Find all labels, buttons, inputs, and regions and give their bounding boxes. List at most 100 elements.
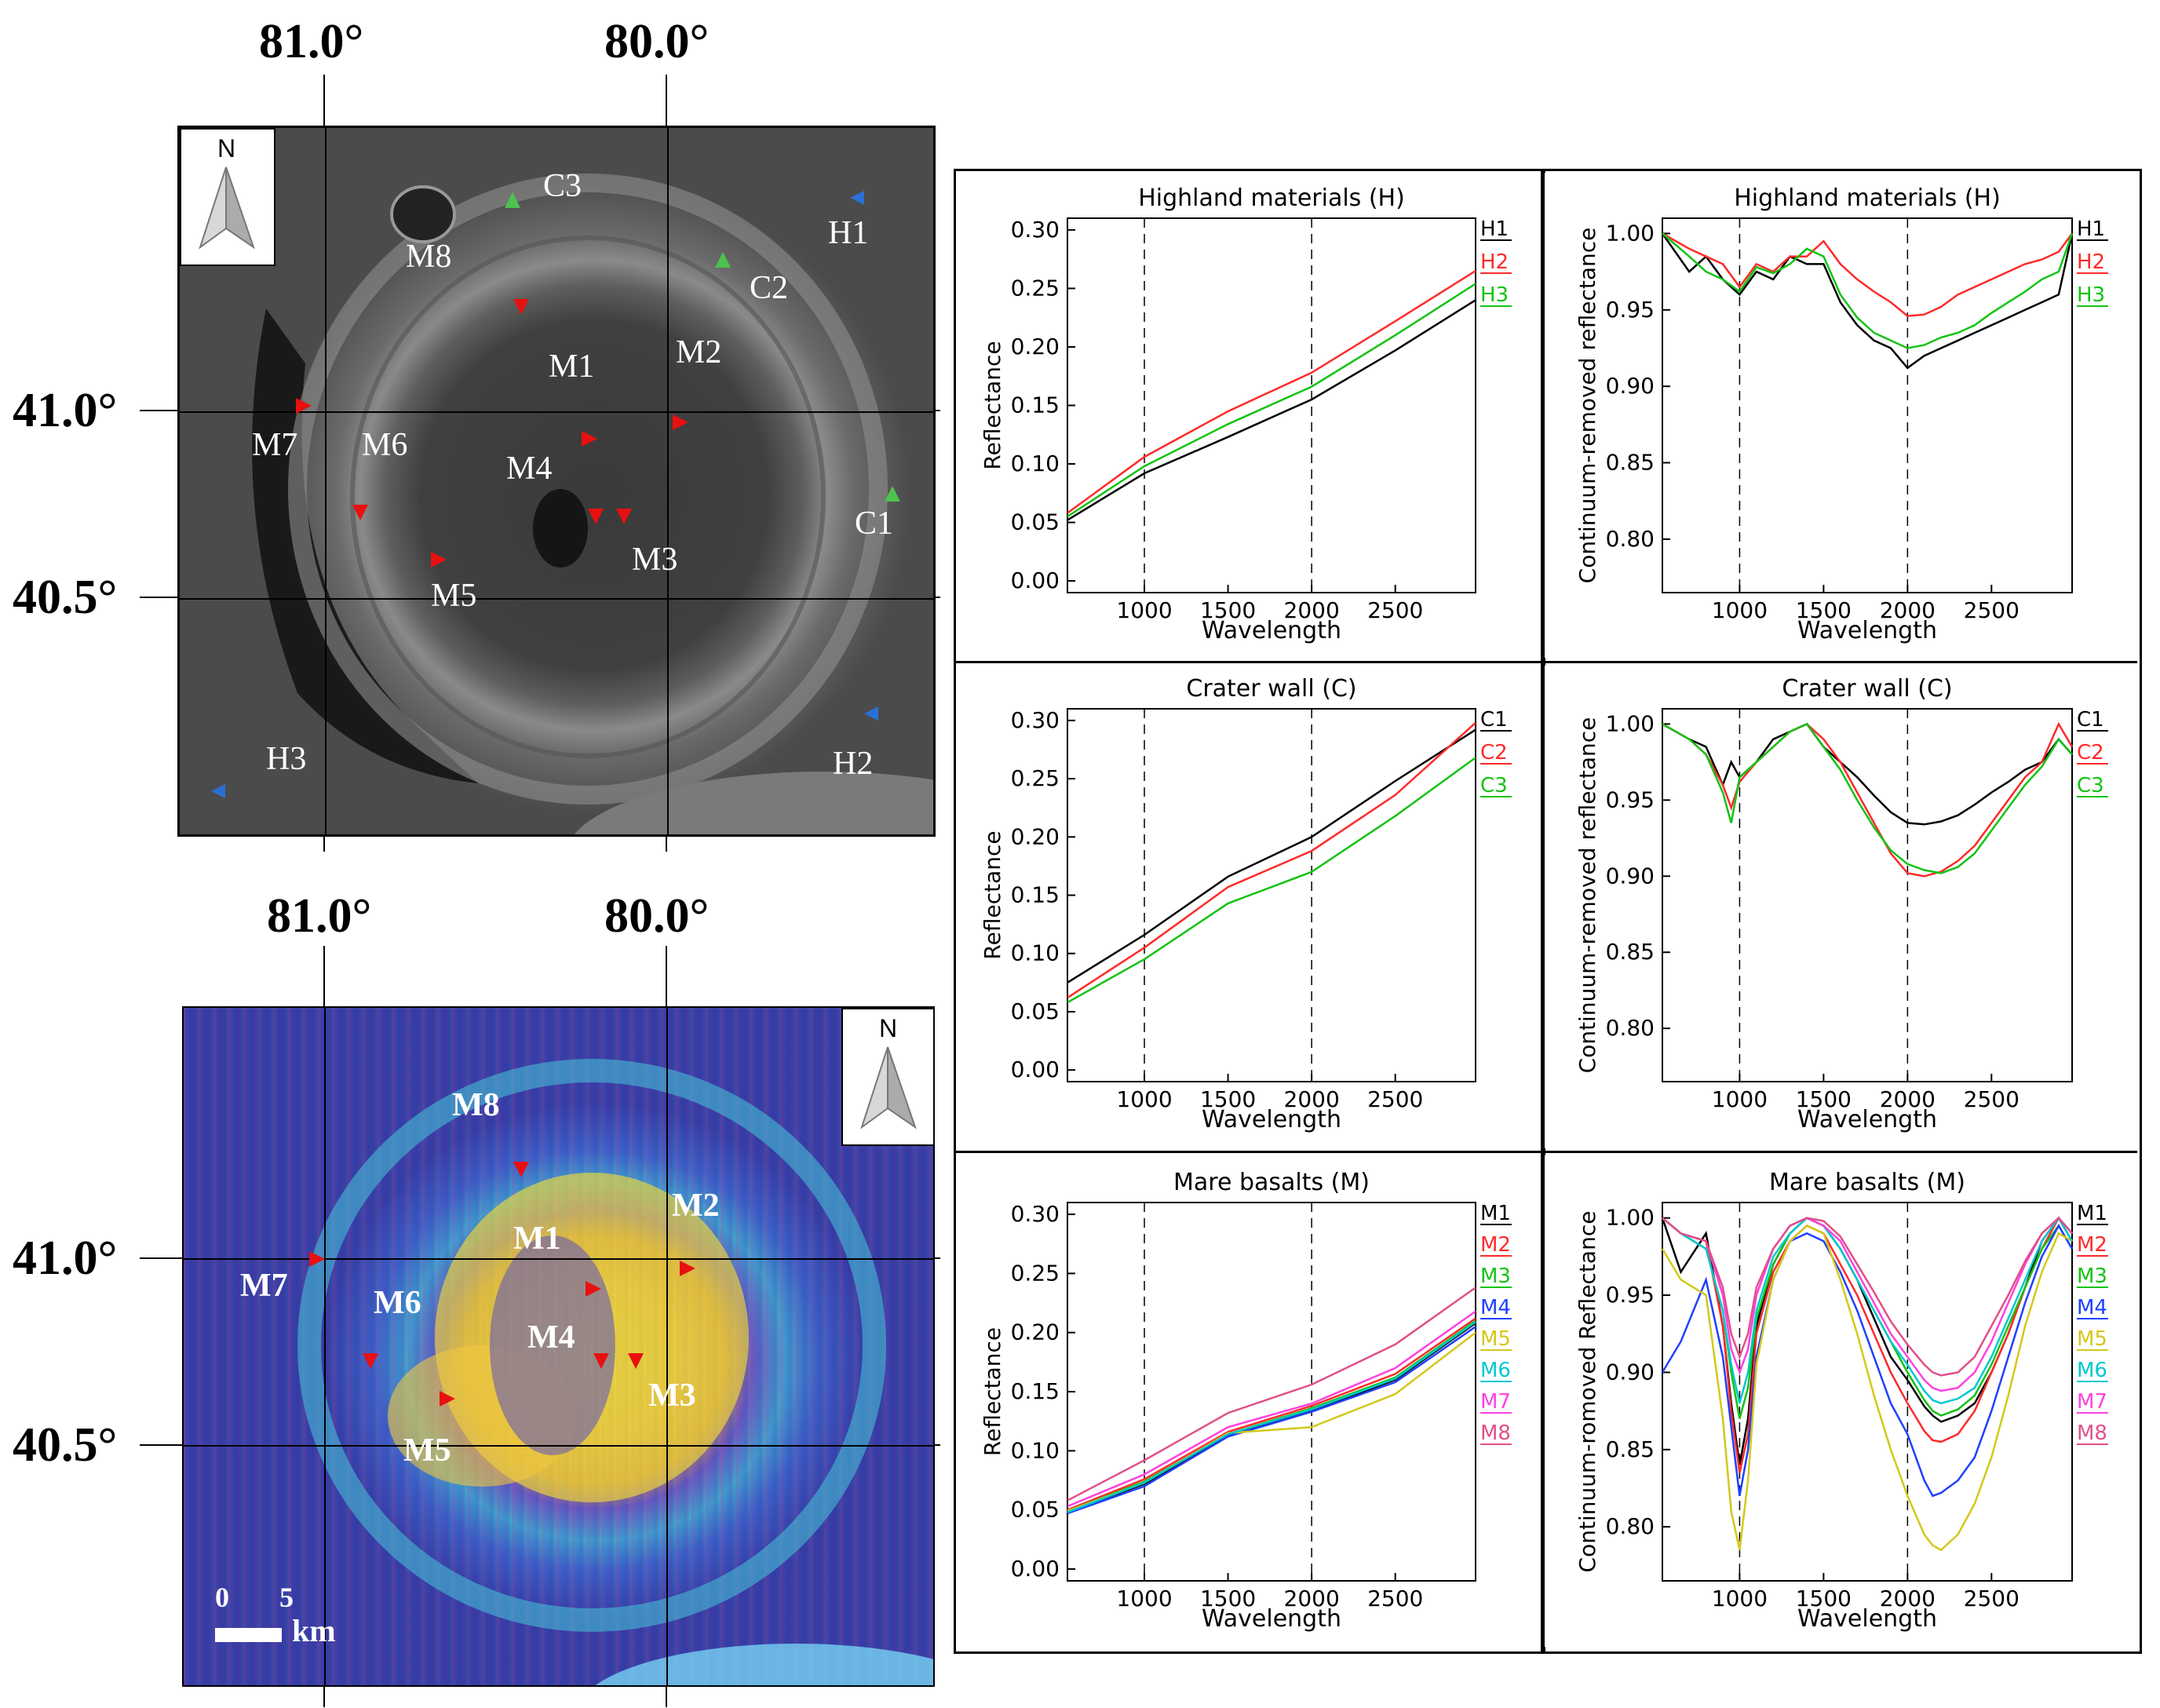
x-tick-label: 2500 bbox=[1367, 597, 1423, 623]
top-map-lat-label-41: 41.0° bbox=[13, 384, 118, 437]
series-line bbox=[1067, 283, 1476, 518]
bottom-marker-m1: M1 bbox=[513, 1221, 561, 1257]
x-axis-label: Wavelength bbox=[1202, 1605, 1341, 1633]
x-tick-label: 1500 bbox=[1200, 597, 1256, 623]
series-line bbox=[1067, 1317, 1476, 1511]
highland-continuum-chart: Highland materials (H) 1000 1500 2000 2500 0.… bbox=[1545, 173, 2135, 658]
series-line bbox=[1662, 1216, 2073, 1473]
chart-svg: Crater wall (C) 1000 1500 2000 2500 0.80 0.85 0… bbox=[1574, 675, 2108, 1133]
chart-svg: Crater wall (C) 1000 1500 2000 2500 0.00 0.05 0… bbox=[980, 675, 1512, 1133]
x-tick-label: 2000 bbox=[1284, 1586, 1340, 1611]
y-tick-label: 0.25 bbox=[1011, 765, 1060, 791]
x-tick-label: 2500 bbox=[1964, 597, 2020, 623]
series-line bbox=[1662, 721, 2074, 878]
y-tick-label: 1.00 bbox=[1606, 710, 1655, 736]
y-tick-label: 0.30 bbox=[1011, 1201, 1060, 1227]
x-tick-label: 1500 bbox=[1200, 1086, 1256, 1112]
top-green-arrows bbox=[505, 192, 900, 502]
x-tick-label: 1500 bbox=[1796, 597, 1852, 623]
y-tick-label: 0.05 bbox=[1011, 998, 1060, 1024]
bottom-red-arrows bbox=[309, 1162, 695, 1407]
legend-entry: H3 bbox=[2077, 283, 2105, 307]
top-marker-m7: M7 bbox=[252, 427, 298, 463]
legend-entry: C1 bbox=[2077, 708, 2104, 732]
x-tick-label: 2000 bbox=[1880, 597, 1936, 623]
spectra-divider-1 bbox=[954, 661, 2137, 663]
series-line bbox=[1067, 1326, 1476, 1515]
y-tick-label: 0.30 bbox=[1011, 217, 1060, 243]
scale-five-label: 5 bbox=[279, 1582, 294, 1613]
x-tick-label: 2000 bbox=[1284, 597, 1340, 623]
series-line bbox=[1662, 232, 2074, 317]
y-tick-label: 0.90 bbox=[1606, 863, 1655, 889]
scale-bar bbox=[215, 1628, 282, 1642]
top-red-arrows bbox=[296, 299, 688, 568]
top-marker-m2: M2 bbox=[676, 334, 722, 370]
legend-entry: H1 bbox=[1480, 217, 1509, 241]
top-marker-c2: C2 bbox=[750, 270, 789, 306]
y-tick-label: 0.10 bbox=[1011, 451, 1060, 476]
plot-frame bbox=[1067, 1202, 1476, 1582]
legend-entry: H2 bbox=[2077, 250, 2105, 274]
bottom-marker-m4: M4 bbox=[527, 1319, 575, 1356]
y-axis-label: Reflectance bbox=[980, 830, 1005, 959]
bottom-marker-m3: M3 bbox=[648, 1378, 696, 1414]
bottom-map-lon-label-80: 80.0° bbox=[604, 889, 710, 943]
spectra-frame-right bbox=[1541, 169, 2142, 1654]
legend-entry: M5 bbox=[1480, 1327, 1511, 1351]
mare-basalts-continuum-chart: Mare basalts (M) 1000 1500 2000 2500 0.80 0.85… bbox=[1545, 1155, 2135, 1647]
plot-frame bbox=[1662, 708, 2073, 1082]
x-axis-label: Wavelength bbox=[1202, 617, 1341, 644]
crater-wall-continuum-chart: Crater wall (C) 1000 1500 2000 2500 0.80 0.85 0… bbox=[1545, 666, 2135, 1148]
y-tick-label: 0.20 bbox=[1011, 334, 1060, 359]
chart-title: Highland materials (H) bbox=[1734, 184, 2001, 212]
mare-basalts-reflectance-chart: Mare basalts (M) 1000 1500 2000 2500 0.00 0.05… bbox=[958, 1155, 1538, 1647]
x-axis-label: Wavelength bbox=[1797, 1605, 1937, 1633]
chart-svg: Mare basalts (M) 1000 1500 2000 2500 0.80 0.85… bbox=[1574, 1169, 2108, 1633]
y-axis-label: Continuum-removed reflectance bbox=[1574, 228, 1600, 584]
series-line bbox=[1661, 1224, 2073, 1552]
y-axis-label: Continuum-removed reflectance bbox=[1574, 717, 1600, 1074]
x-axis-label: Wavelength bbox=[1202, 1106, 1341, 1133]
y-tick-label: 0.90 bbox=[1606, 1359, 1655, 1385]
y-axis-label: Continuum-romoved Reflectance bbox=[1574, 1211, 1600, 1573]
legend-entry: C3 bbox=[2077, 774, 2104, 797]
y-tick-label: 0.95 bbox=[1606, 786, 1655, 812]
top-marker-m6: M6 bbox=[362, 427, 408, 463]
x-axis-label: Wavelength bbox=[1797, 617, 1937, 644]
bottom-marker-m6: M6 bbox=[374, 1285, 421, 1321]
spectra-frame-left bbox=[954, 169, 1545, 1654]
legend-entry: M7 bbox=[2077, 1390, 2107, 1414]
bottom-marker-m2: M2 bbox=[672, 1188, 720, 1224]
top-marker-m4: M4 bbox=[506, 451, 553, 487]
series-line bbox=[1662, 1216, 2073, 1392]
series-line bbox=[1661, 1223, 2074, 1498]
y-tick-label: 0.15 bbox=[1011, 1378, 1060, 1404]
y-tick-label: 0.10 bbox=[1011, 940, 1060, 966]
top-marker-m8: M8 bbox=[406, 239, 452, 275]
series-line bbox=[1662, 722, 2073, 874]
series-line bbox=[1067, 1286, 1476, 1502]
y-tick-label: 0.10 bbox=[1011, 1437, 1060, 1463]
y-tick-label: 0.20 bbox=[1011, 823, 1060, 849]
y-tick-label: 1.00 bbox=[1606, 1205, 1655, 1231]
y-tick-label: 0.30 bbox=[1011, 707, 1060, 733]
top-marker-h3: H3 bbox=[266, 741, 307, 777]
x-tick-label: 2500 bbox=[1964, 1086, 2020, 1112]
top-marker-c3: C3 bbox=[543, 168, 582, 204]
chart-title: Crater wall (C) bbox=[1186, 675, 1356, 703]
y-tick-label: 0.20 bbox=[1011, 1319, 1060, 1345]
bottom-composite-image: N M8 M2 M1 M7 M6 M4 M3 M5 0 5 km bbox=[182, 1006, 935, 1687]
spectra-divider-2 bbox=[954, 1151, 2137, 1153]
legend-entry: C1 bbox=[1480, 708, 1508, 732]
y-tick-label: 0.85 bbox=[1606, 1436, 1655, 1462]
x-tick-label: 1000 bbox=[1712, 597, 1768, 623]
legend-entry: M1 bbox=[1480, 1202, 1511, 1225]
x-tick-label: 1000 bbox=[1116, 597, 1172, 623]
chart-svg: Highland materials (H) 1000 1500 2000 2500 0.… bbox=[1574, 184, 2108, 644]
series-line bbox=[1067, 1319, 1476, 1513]
x-tick-label: 1000 bbox=[1712, 1086, 1768, 1112]
y-tick-label: 0.00 bbox=[1011, 1057, 1060, 1082]
legend-entry: C2 bbox=[1480, 741, 1508, 765]
top-marker-h2: H2 bbox=[833, 746, 874, 782]
